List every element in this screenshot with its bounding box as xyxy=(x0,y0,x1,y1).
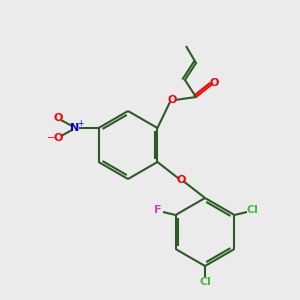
Text: Cl: Cl xyxy=(199,277,211,287)
Text: −: − xyxy=(47,133,55,143)
Text: +: + xyxy=(77,118,83,127)
Text: F: F xyxy=(154,205,162,215)
Text: O: O xyxy=(53,113,63,123)
Text: O: O xyxy=(209,78,219,88)
Text: Cl: Cl xyxy=(246,205,258,215)
Text: N: N xyxy=(70,123,80,133)
Text: O: O xyxy=(176,175,186,185)
Text: O: O xyxy=(53,133,63,143)
Text: O: O xyxy=(167,95,177,105)
